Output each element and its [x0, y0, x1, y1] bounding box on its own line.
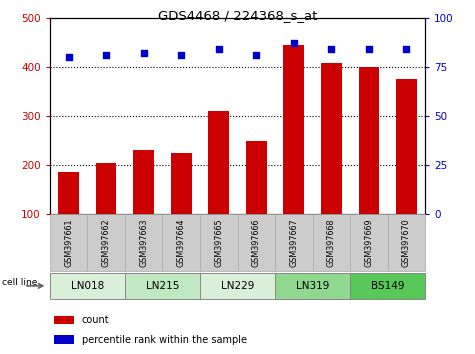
Point — [65, 54, 72, 60]
Text: GSM397662: GSM397662 — [102, 218, 111, 267]
Point — [328, 46, 335, 52]
Point — [102, 52, 110, 58]
Text: GDS4468 / 224368_s_at: GDS4468 / 224368_s_at — [158, 9, 317, 22]
Bar — [200, 214, 238, 271]
Point — [140, 50, 147, 56]
Text: GSM397670: GSM397670 — [402, 218, 411, 267]
Bar — [350, 214, 388, 271]
Text: GSM397666: GSM397666 — [252, 218, 261, 267]
Point — [402, 46, 410, 52]
Text: GSM397668: GSM397668 — [327, 218, 336, 267]
Bar — [125, 273, 200, 299]
Text: cell line: cell line — [2, 278, 38, 287]
Text: LN319: LN319 — [296, 281, 329, 291]
Point — [290, 40, 297, 46]
Bar — [54, 335, 74, 344]
Point — [253, 52, 260, 58]
Bar — [284, 45, 304, 214]
Bar — [87, 214, 125, 271]
Bar — [350, 273, 425, 299]
Text: GSM397669: GSM397669 — [364, 218, 373, 267]
Text: GSM397661: GSM397661 — [64, 218, 73, 267]
Bar — [171, 153, 191, 214]
Text: BS149: BS149 — [371, 281, 404, 291]
Bar — [275, 214, 313, 271]
Text: GSM397664: GSM397664 — [177, 218, 186, 267]
Bar — [388, 214, 425, 271]
Bar — [96, 162, 116, 214]
Bar — [162, 214, 200, 271]
Bar — [321, 63, 342, 214]
Bar — [313, 214, 350, 271]
Bar — [133, 150, 154, 214]
Bar — [54, 316, 74, 324]
Bar — [359, 67, 379, 214]
Text: LN229: LN229 — [221, 281, 254, 291]
Bar — [396, 79, 417, 214]
Bar — [238, 214, 275, 271]
Point — [365, 46, 372, 52]
Bar — [125, 214, 162, 271]
Bar — [209, 111, 229, 214]
Bar — [200, 273, 275, 299]
Text: LN018: LN018 — [71, 281, 104, 291]
Text: GSM397663: GSM397663 — [139, 218, 148, 267]
Bar — [50, 214, 87, 271]
Text: GSM397665: GSM397665 — [214, 218, 223, 267]
Bar — [58, 172, 79, 214]
Text: percentile rank within the sample: percentile rank within the sample — [82, 335, 247, 344]
Bar — [246, 142, 266, 214]
Bar — [50, 273, 125, 299]
Point — [215, 46, 222, 52]
Point — [177, 52, 185, 58]
Text: GSM397667: GSM397667 — [289, 218, 298, 267]
Bar — [275, 273, 350, 299]
Text: LN215: LN215 — [146, 281, 179, 291]
Text: count: count — [82, 315, 109, 325]
